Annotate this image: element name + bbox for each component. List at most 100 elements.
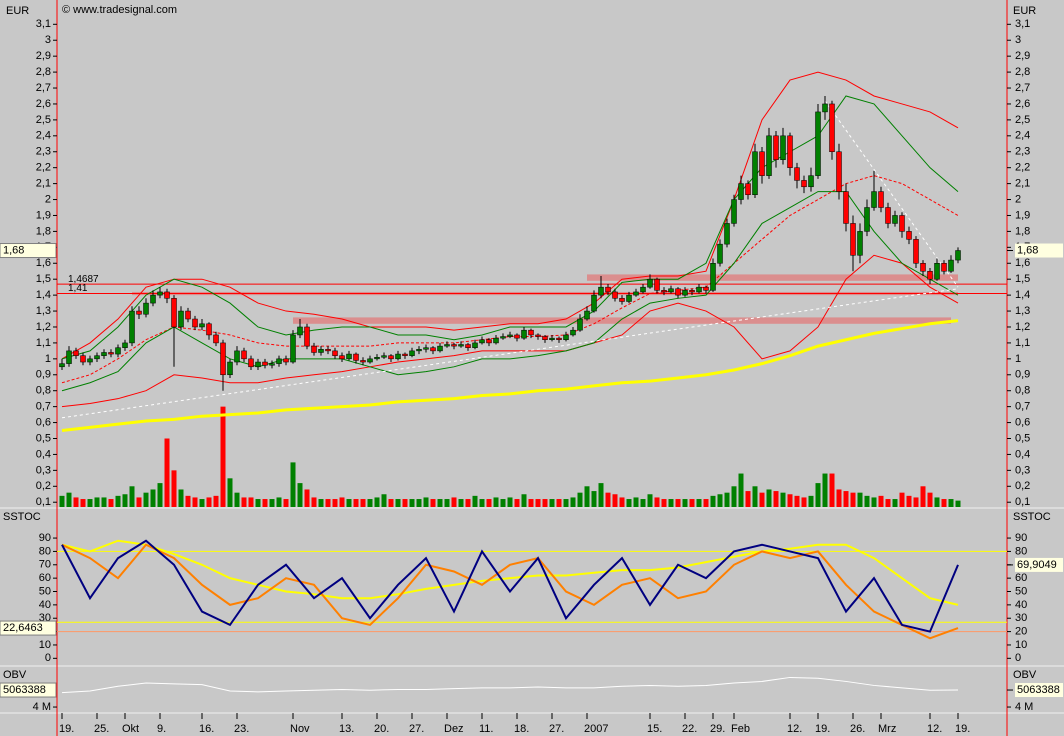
y-tick-label: 2,8 <box>36 66 51 78</box>
y-tick-label: 2,3 <box>36 146 51 158</box>
y-tick-label: 1,4 <box>1015 289 1030 301</box>
volume-bar <box>122 494 128 507</box>
volume-bar <box>885 499 891 507</box>
candle-body <box>87 358 93 363</box>
volume-bar <box>255 499 261 507</box>
y-tick-label: 1,3 <box>1015 305 1030 317</box>
candle-body <box>283 358 289 363</box>
y-tick-label: 2 <box>1015 193 1021 205</box>
volume-bar <box>479 499 485 507</box>
candle-body <box>171 298 177 328</box>
candle-body <box>864 207 870 232</box>
y-tick-label: 70 <box>39 559 51 571</box>
last-value: 69,9049 <box>1017 559 1057 571</box>
x-tick-label: 2007 <box>584 723 608 735</box>
volume-bar <box>297 483 303 507</box>
candle-body <box>710 263 716 291</box>
volume-bar <box>850 492 856 507</box>
volume-bar <box>843 491 849 507</box>
candle-body <box>164 291 170 299</box>
x-tick-label: 27. <box>549 723 564 735</box>
candle-body <box>605 286 611 293</box>
indicator-line <box>61 539 959 633</box>
volume-bar <box>612 494 618 507</box>
candle-body <box>129 310 135 344</box>
candle-body <box>808 175 814 188</box>
volume-bar <box>871 497 877 507</box>
volume-bar <box>129 486 135 507</box>
volume-bar <box>115 495 121 507</box>
y-tick-label: 2,2 <box>1015 162 1030 174</box>
y-tick-label: 2,4 <box>36 130 51 142</box>
candle-body <box>136 310 142 315</box>
candle-body <box>73 350 79 356</box>
candle-body <box>892 215 898 224</box>
y-tick-label: 3 <box>1015 34 1021 46</box>
volume-bar <box>101 497 107 507</box>
volume-bar <box>276 497 282 507</box>
y-tick-label: 0,9 <box>1015 369 1030 381</box>
candle-body <box>773 135 779 160</box>
volume-bar <box>220 406 226 507</box>
y-tick-label: 0,3 <box>36 464 51 476</box>
volume-bar <box>549 499 555 507</box>
candle-body <box>668 288 674 293</box>
y-tick-label: 0,5 <box>36 432 51 444</box>
volume-bar <box>955 500 961 507</box>
candle-body <box>157 291 163 296</box>
volume-bar <box>388 499 394 507</box>
candle-body <box>416 349 422 352</box>
candle-body <box>486 339 492 344</box>
candle-body <box>731 199 737 224</box>
volume-bar <box>402 499 408 507</box>
candle-body <box>192 318 198 328</box>
volume-bar <box>409 499 415 507</box>
trendline <box>61 288 959 419</box>
panel-title: SSTOC <box>1013 511 1051 523</box>
panel-title: OBV <box>1013 669 1037 681</box>
volume-bar <box>899 492 905 507</box>
candle-body <box>367 358 373 363</box>
volume-bar <box>514 499 520 507</box>
candle-body <box>738 183 744 200</box>
candle-body <box>752 151 758 196</box>
y-tick-label: 0,7 <box>36 401 51 413</box>
candle-body <box>780 135 786 160</box>
volume-bar <box>773 491 779 507</box>
volume-bar <box>185 495 191 507</box>
candle-body <box>794 167 800 181</box>
volume-bar <box>766 489 772 507</box>
volume-bar <box>423 497 429 507</box>
volume-bar <box>73 497 79 507</box>
candle-body <box>206 323 212 336</box>
volume-bar <box>703 499 709 507</box>
x-tick-label: 18. <box>514 723 529 735</box>
candle-body <box>591 294 597 312</box>
y-tick-label: 1 <box>45 353 51 365</box>
volume-bar <box>927 492 933 507</box>
candle-body <box>633 291 639 296</box>
volume-bar <box>577 492 583 507</box>
volume-bar <box>829 473 835 507</box>
x-tick-label: 22. <box>682 723 697 735</box>
candle-body <box>374 357 380 360</box>
volume-bar <box>500 499 506 507</box>
y-tick-label: 2,1 <box>1015 178 1030 190</box>
candle-body <box>276 358 282 364</box>
last-value: 22,6463 <box>3 622 43 634</box>
y-tick-label: 80 <box>1015 545 1027 557</box>
volume-bar <box>437 499 443 507</box>
candle-body <box>213 334 219 344</box>
volume-bar <box>192 497 198 507</box>
candle-body <box>682 290 688 296</box>
volume-bar <box>556 499 562 507</box>
x-tick-label: 23. <box>234 723 249 735</box>
candle-body <box>458 344 464 347</box>
candle-body <box>836 151 842 192</box>
volume-bar <box>80 499 86 507</box>
x-tick-label: Feb <box>731 723 750 735</box>
volume-bar <box>563 499 569 507</box>
last-value-box <box>1015 243 1063 258</box>
volume-bar <box>248 497 254 507</box>
volume-bar <box>59 495 65 507</box>
